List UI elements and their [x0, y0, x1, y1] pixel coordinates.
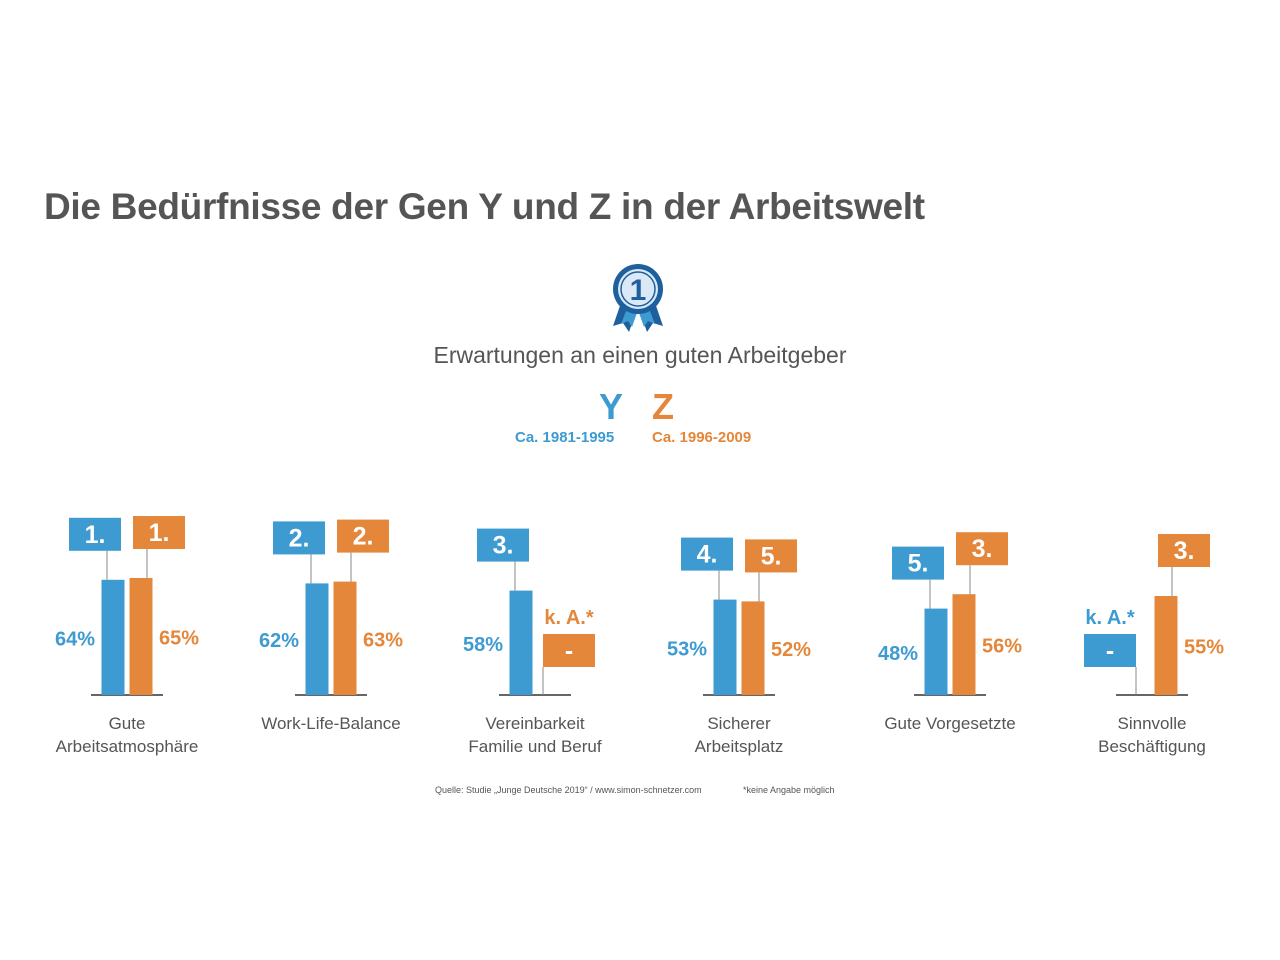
- badge-number: 1: [630, 274, 647, 307]
- cat-1-y-bar: [101, 579, 125, 695]
- cat-5-y-bar: [924, 608, 948, 695]
- cat-6-y-value-label: k. A.*: [1085, 607, 1134, 629]
- cat-3-y-rank-flag: [477, 528, 529, 562]
- cat-1-z-rank-label: 1.: [149, 519, 170, 547]
- cat-5-y-value-label: 48%: [878, 643, 918, 665]
- cat-5-label-line-1: Gute Vorgesetzte: [884, 714, 1015, 733]
- cat-4-y-bar: [713, 599, 737, 695]
- cat-6-z-bar: [1154, 596, 1178, 695]
- legend-z-letter: Z: [652, 386, 674, 427]
- legend-z-period: Ca. 1996-2009: [652, 429, 752, 446]
- cat-3-label-line-2: Familie und Beruf: [468, 737, 602, 756]
- cat-1-y-rank-flag: [69, 517, 121, 551]
- cat-5-y-rank-flag: [892, 546, 944, 580]
- cat-1-z-value-label: 65%: [159, 628, 199, 650]
- cat-2-y-rank-flag: [273, 521, 325, 555]
- legend-y-period: Ca. 1981-1995: [515, 429, 615, 446]
- cat-4-z-rank-flag: [745, 539, 797, 573]
- cat-1-label-line-1: Gute: [109, 714, 146, 733]
- cat-3-z-value-label: k. A.*: [544, 607, 593, 629]
- cat-2-label-line-1: Work-Life-Balance: [261, 714, 401, 733]
- cat-2-y-value-label: 62%: [259, 630, 299, 652]
- cat-6-z-rank-flag: [1158, 534, 1210, 567]
- cat-1-y-value-label: 64%: [55, 628, 95, 650]
- cat-3-z-rank-flag: [543, 634, 595, 667]
- legend-y-letter: Y: [598, 386, 623, 427]
- cat-3-y-bar: [509, 590, 533, 695]
- cat-1-label-line-2: Arbeitsatmosphäre: [56, 737, 199, 756]
- cat-4-z-value-label: 52%: [771, 639, 811, 661]
- cat-2-y-rank-label: 2.: [289, 524, 310, 552]
- chart-title: Die Bedürfnisse der Gen Y und Z in der A…: [44, 186, 925, 227]
- cat-6-label-line-2: Beschäftigung: [1098, 737, 1206, 756]
- footer-source: Quelle: Studie „Junge Deutsche 2019“ / w…: [435, 785, 702, 795]
- cat-4-label-line-2: Arbeitsplatz: [695, 737, 784, 756]
- cat-5-z-rank-flag: [956, 532, 1008, 566]
- cat-2-z-rank-label: 2.: [353, 523, 374, 551]
- cat-5-y-rank-label: 5.: [908, 550, 929, 578]
- cat-2-z-value-label: 63%: [363, 629, 403, 651]
- cat-1-z-rank-flag: [133, 516, 185, 549]
- cat-1-y-rank-label: 1.: [85, 521, 106, 549]
- cat-4-y-rank-label: 4.: [697, 541, 718, 569]
- cat-3-label-line-1: Vereinbarkeit: [485, 714, 585, 733]
- cat-2-z-rank-flag: [337, 519, 389, 553]
- cat-3-y-rank-label: 3.: [493, 532, 514, 560]
- cat-6-z-value-label: 55%: [1184, 637, 1224, 659]
- cat-3-y-value-label: 58%: [463, 634, 503, 656]
- chart-subtitle: Erwartungen an einen guten Arbeitgeber: [433, 342, 847, 368]
- cat-2-z-bar: [333, 581, 357, 695]
- footer-note: *keine Angabe möglich: [743, 785, 835, 795]
- cat-5-z-value-label: 56%: [982, 636, 1022, 658]
- cat-6-z-rank-label: 3.: [1174, 537, 1195, 565]
- cat-4-y-value-label: 53%: [667, 638, 707, 660]
- cat-4-z-bar: [741, 601, 765, 695]
- rank-one-ribbon-icon: 1: [613, 264, 663, 332]
- cat-4-label-line-1: Sicherer: [707, 714, 771, 733]
- cat-2-y-bar: [305, 583, 329, 695]
- cat-6-y-rank-flag: [1084, 634, 1136, 667]
- cat-5-z-rank-label: 3.: [972, 535, 993, 563]
- cat-3-z-rank-label: -: [565, 637, 573, 665]
- cat-6-label-line-1: Sinnvolle: [1118, 714, 1187, 733]
- cat-4-y-rank-flag: [681, 537, 733, 571]
- cat-4-z-rank-label: 5.: [761, 542, 782, 570]
- cat-5-z-bar: [952, 594, 976, 695]
- cat-6-y-rank-label: -: [1106, 637, 1114, 665]
- cat-1-z-bar: [129, 578, 153, 695]
